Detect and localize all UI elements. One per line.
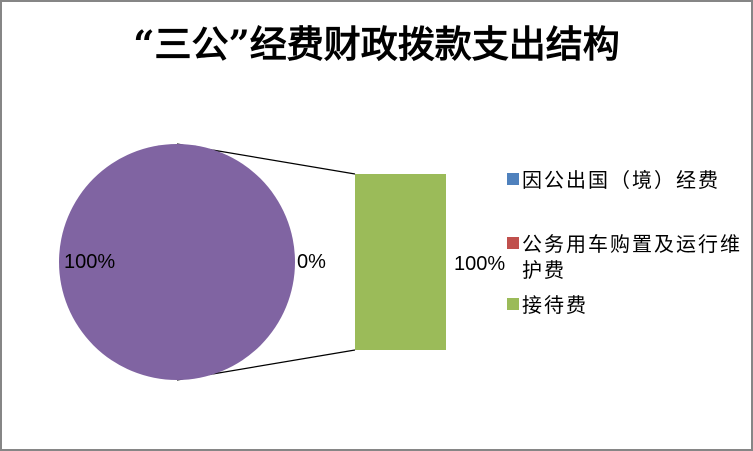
chart-title: “三公”经费财政拨款支出结构 <box>133 22 620 66</box>
secondary-bar-segment <box>355 174 446 350</box>
legend-label-vehicle: 公务用车购置及运行维 护费 <box>522 232 742 282</box>
legend-item-abroad: 因公出国（境）经费 <box>507 167 720 193</box>
legend-label-reception: 接待费 <box>522 293 588 317</box>
pie-label-100: 100% <box>64 251 116 273</box>
legend-item-vehicle: 公务用车购置及运行维 护费 <box>507 231 742 283</box>
legend-swatch-green-icon <box>507 298 519 310</box>
bar-label-100: 100% <box>454 253 506 275</box>
legend-item-reception: 接待费 <box>507 292 588 318</box>
main-pie-slice <box>59 144 295 380</box>
legend-swatch-red-icon <box>507 237 519 249</box>
pie-label-0: 0% <box>297 251 326 273</box>
legend-label-abroad: 因公出国（境）经费 <box>522 168 720 192</box>
legend-swatch-blue-icon <box>507 173 519 185</box>
